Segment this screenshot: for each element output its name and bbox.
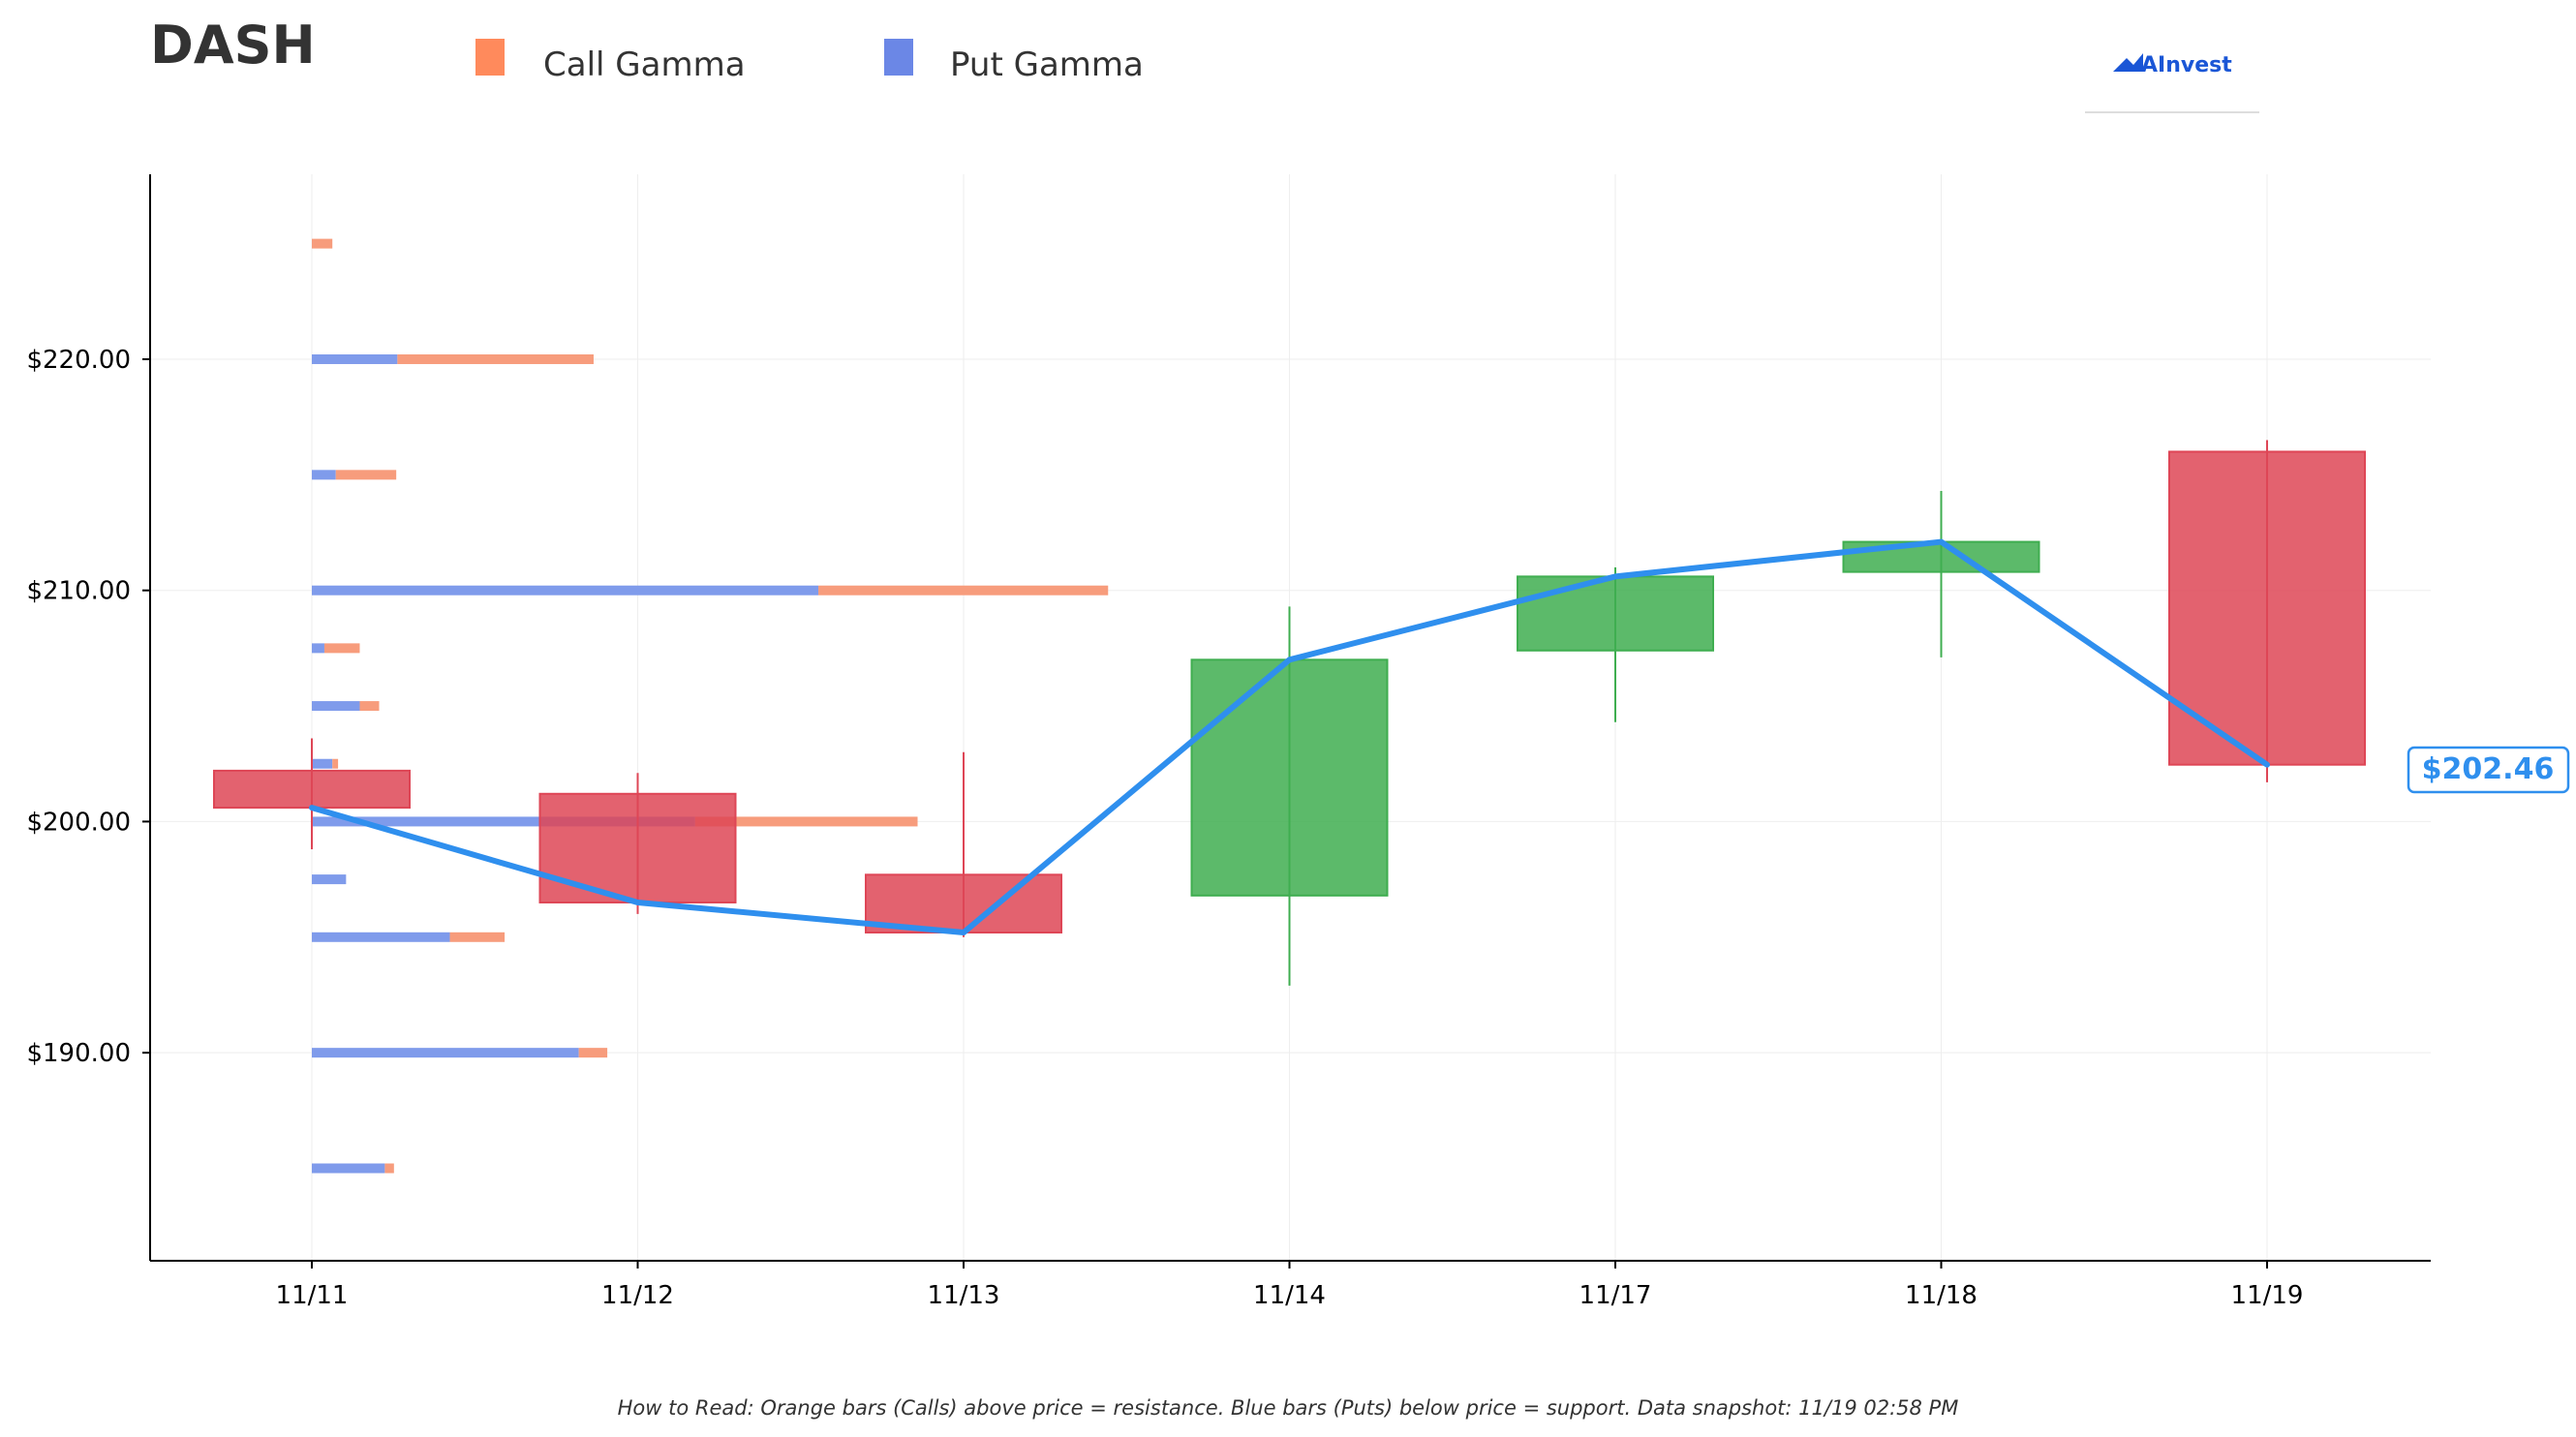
candle-body — [1517, 575, 1714, 652]
put-gamma-bar — [312, 932, 450, 942]
candle-body — [2168, 450, 2366, 766]
last-price-tag: $202.46 — [2407, 746, 2570, 794]
legend-call-swatch — [475, 39, 505, 76]
x-ticks: 11/11 11/12 11/13 11/14 11/17 11/18 11/19 — [276, 1261, 2304, 1310]
legend-call-label: Call Gamma — [543, 46, 746, 84]
call-gamma-bar — [818, 585, 1109, 596]
candle-body — [538, 792, 737, 903]
x-tick-label: 11/14 — [1253, 1281, 1326, 1310]
y-tick-label: $220.00 — [26, 346, 131, 375]
last-price-label: $202.46 — [2422, 752, 2555, 786]
y-tick-label: $190.00 — [26, 1039, 131, 1068]
x-tick-label: 11/11 — [276, 1281, 349, 1310]
brand-chart-icon — [2113, 53, 2143, 72]
candle — [865, 751, 1062, 937]
x-tick-label: 11/18 — [1905, 1281, 1978, 1310]
x-tick-label: 11/13 — [928, 1281, 1000, 1310]
candles — [213, 440, 2366, 986]
candle-body — [1190, 658, 1389, 897]
call-gamma-bar — [694, 816, 918, 827]
candle — [1517, 566, 1714, 722]
close-price-line — [309, 538, 2270, 936]
y-ticks: $190.00 $200.00 $210.00 $220.00 — [26, 346, 150, 1068]
put-gamma-bar — [312, 1163, 385, 1174]
brand-name: AInvest — [2141, 53, 2232, 77]
candle-body — [865, 873, 1062, 934]
call-gamma-bar — [384, 1163, 394, 1174]
legend-put-swatch — [884, 39, 913, 76]
call-gamma-bar — [578, 1048, 608, 1058]
call-gamma-bar — [323, 643, 360, 654]
ticker-title: DASH — [150, 15, 316, 76]
gamma-bars — [312, 238, 1109, 1174]
y-tick-label: $210.00 — [26, 577, 131, 606]
call-gamma-bar — [312, 238, 333, 249]
candle — [538, 773, 737, 914]
call-gamma-bar — [449, 932, 506, 942]
call-gamma-bar — [397, 353, 594, 364]
x-tick-label: 11/12 — [601, 1281, 674, 1310]
call-gamma-bar — [335, 470, 397, 480]
x-tick-label: 11/17 — [1579, 1281, 1652, 1310]
x-tick-label: 11/19 — [2231, 1281, 2304, 1310]
put-gamma-bar — [312, 470, 336, 480]
put-gamma-bar — [312, 701, 360, 712]
legend-put-label: Put Gamma — [950, 46, 1144, 84]
brand-logo: AInvest — [2085, 53, 2259, 113]
candle-body — [213, 769, 411, 810]
put-gamma-bar — [312, 874, 347, 885]
y-tick-label: $200.00 — [26, 808, 131, 837]
put-gamma-bar — [312, 758, 333, 769]
call-gamma-bar — [332, 758, 339, 769]
put-gamma-bar — [312, 643, 324, 654]
put-gamma-bar — [312, 816, 695, 827]
put-gamma-bar — [312, 585, 819, 596]
put-gamma-bar — [312, 1048, 579, 1058]
call-gamma-bar — [359, 701, 380, 712]
candle — [1190, 606, 1389, 986]
last-price-box — [2407, 746, 2570, 794]
put-gamma-bar — [312, 353, 398, 364]
how-to-read-note: How to Read: Orange bars (Calls) above p… — [618, 1396, 1959, 1420]
candle — [1842, 491, 2040, 657]
candle — [2168, 440, 2366, 782]
candle — [213, 738, 411, 850]
chart-header: DASH Call Gamma Put Gamma AInvest — [150, 15, 2259, 113]
close-line-layer — [309, 538, 2270, 936]
